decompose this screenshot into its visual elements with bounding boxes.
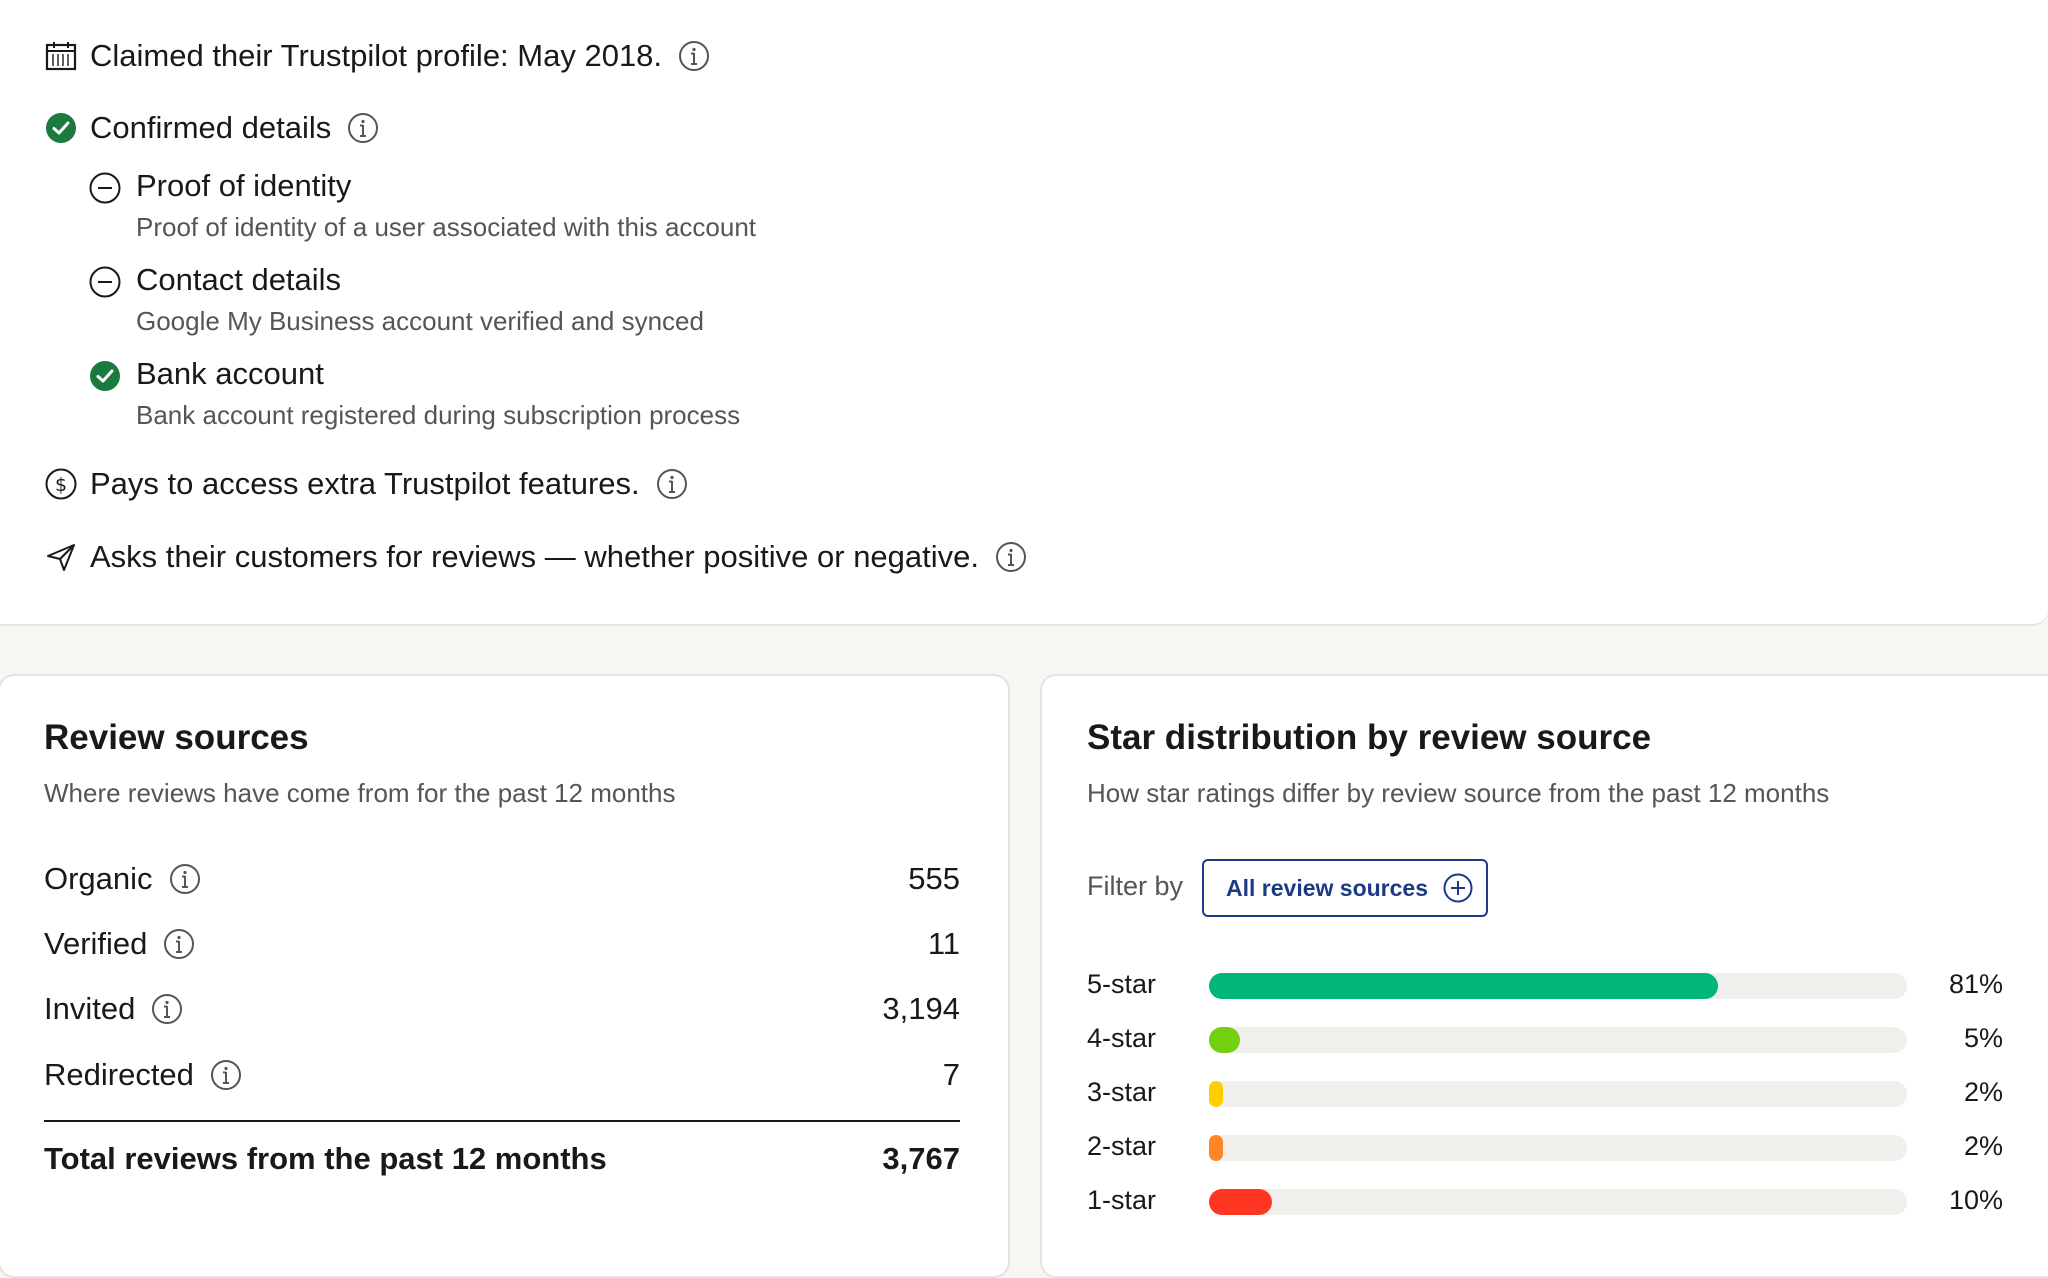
star-percentage: 2% xyxy=(1963,1077,2003,1107)
star-bar-track xyxy=(1209,1189,1907,1215)
star-distribution-subtitle: How star ratings differ by review source… xyxy=(1087,778,1830,808)
detail-title: Contact details xyxy=(136,262,342,297)
detail-contact-details: Contact details Google My Business accou… xyxy=(136,262,704,337)
detail-description: Proof of identity of a user associated w… xyxy=(136,212,757,242)
star-label: 5-star xyxy=(1087,969,1157,999)
minus-circle-icon xyxy=(88,265,122,299)
star-bar-track xyxy=(1209,1081,1907,1107)
filter-label: Filter by xyxy=(1087,871,1184,901)
claimed-text: Claimed their Trustpilot profile: May 20… xyxy=(90,38,663,73)
star-percentage: 2% xyxy=(1963,1131,2003,1161)
source-value: 7 xyxy=(942,1057,960,1092)
company-details-card: Claimed their Trustpilot profile: May 20… xyxy=(0,0,2048,626)
detail-bank-account: Bank account Bank account registered dur… xyxy=(136,356,740,431)
star-bar-fill xyxy=(1209,1081,1223,1107)
source-row-redirected: Redirected 7 xyxy=(44,1050,960,1100)
star-row-2-star: 2-star 2% xyxy=(1087,1127,2003,1167)
info-icon[interactable] xyxy=(678,40,710,72)
total-divider xyxy=(44,1120,960,1122)
detail-description: Google My Business account verified and … xyxy=(136,306,704,336)
review-sources-card xyxy=(0,674,1010,1278)
send-icon xyxy=(44,540,78,574)
plus-circle-icon xyxy=(1442,872,1474,904)
claimed-row: Claimed their Trustpilot profile: May 20… xyxy=(44,38,710,74)
minus-circle-icon xyxy=(88,171,122,205)
star-label: 3-star xyxy=(1087,1077,1157,1107)
star-bar-fill xyxy=(1209,1189,1272,1215)
source-label: Redirected xyxy=(44,1057,194,1092)
calendar-icon xyxy=(44,39,78,73)
total-row: Total reviews from the past 12 months 3,… xyxy=(44,1141,960,1177)
asks-row: Asks their customers for reviews — wheth… xyxy=(44,539,1027,575)
check-circle-icon xyxy=(88,359,122,393)
pays-row: $ Pays to access extra Trustpilot featur… xyxy=(44,466,688,502)
svg-text:$: $ xyxy=(55,474,67,496)
source-row-verified: Verified 11 xyxy=(44,919,960,969)
asks-text: Asks their customers for reviews — wheth… xyxy=(90,539,980,574)
total-label: Total reviews from the past 12 months xyxy=(44,1141,607,1176)
confirmed-details-title: Confirmed details xyxy=(90,110,332,145)
star-row-5-star: 5-star 81% xyxy=(1087,965,2003,1005)
detail-description: Bank account registered during subscript… xyxy=(136,400,741,430)
filter-review-sources-button[interactable]: All review sources xyxy=(1202,859,1488,917)
detail-title: Bank account xyxy=(136,356,324,391)
detail-title: Proof of identity xyxy=(136,168,352,203)
source-label: Verified xyxy=(44,926,148,961)
star-bar-fill xyxy=(1209,973,1718,999)
star-label: 2-star xyxy=(1087,1131,1157,1161)
star-bar-fill xyxy=(1209,1027,1241,1053)
source-value: 11 xyxy=(927,926,960,961)
source-label: Invited xyxy=(44,991,136,1026)
info-icon[interactable] xyxy=(656,468,688,500)
star-bar-track xyxy=(1209,973,1907,999)
confirmed-details-row: Confirmed details xyxy=(44,110,379,146)
source-label: Organic xyxy=(44,861,153,896)
check-circle-icon xyxy=(44,111,78,145)
star-percentage: 5% xyxy=(1963,1023,2003,1053)
source-value: 555 xyxy=(908,861,960,896)
star-bar-track xyxy=(1209,1135,1907,1161)
source-value: 3,194 xyxy=(882,991,960,1026)
star-label: 1-star xyxy=(1087,1185,1157,1215)
star-bar-track xyxy=(1209,1027,1907,1053)
filter-button-label: All review sources xyxy=(1226,874,1428,901)
star-percentage: 81% xyxy=(1948,969,2003,999)
total-value: 3,767 xyxy=(882,1141,960,1176)
info-icon[interactable] xyxy=(210,1059,242,1091)
info-icon[interactable] xyxy=(151,993,183,1025)
review-sources-title: Review sources xyxy=(44,718,309,757)
dollar-circle-icon: $ xyxy=(44,467,78,501)
star-row-1-star: 1-star 10% xyxy=(1087,1181,2003,1221)
info-icon[interactable] xyxy=(995,541,1027,573)
star-row-3-star: 3-star 2% xyxy=(1087,1073,2003,1113)
review-sources-subtitle: Where reviews have come from for the pas… xyxy=(44,778,676,808)
info-icon[interactable] xyxy=(347,112,379,144)
star-percentage: 10% xyxy=(1948,1185,2003,1215)
star-distribution-title: Star distribution by review source xyxy=(1087,718,1652,757)
star-bar-fill xyxy=(1209,1135,1223,1161)
detail-proof-of-identity: Proof of identity Proof of identity of a… xyxy=(136,168,756,243)
info-icon[interactable] xyxy=(163,928,195,960)
pays-text: Pays to access extra Trustpilot features… xyxy=(90,466,640,501)
source-row-invited: Invited 3,194 xyxy=(44,984,960,1034)
source-row-organic: Organic 555 xyxy=(44,854,960,904)
star-row-4-star: 4-star 5% xyxy=(1087,1019,2003,1059)
star-label: 4-star xyxy=(1087,1023,1157,1053)
info-icon[interactable] xyxy=(169,863,201,895)
